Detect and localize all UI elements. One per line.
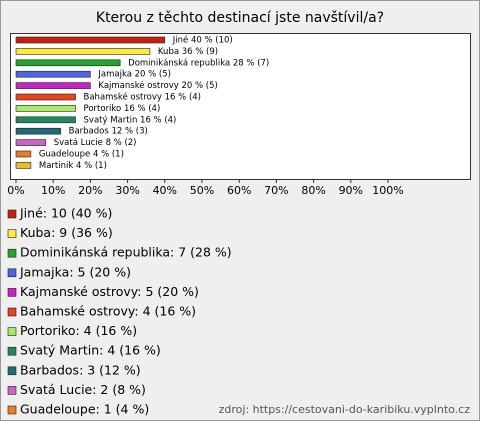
data-label: Kajmanské ostrovy 20 % (5) (98, 80, 217, 91)
data-label: Kuba 36 % (9) (158, 47, 218, 57)
legend-swatch (7, 288, 17, 297)
data-label: Bahamské ostrovy 16 % (4) (84, 92, 201, 103)
bar (15, 116, 76, 124)
x-tick-label: 30% (115, 184, 139, 197)
bar (15, 70, 91, 78)
legend-swatch (7, 386, 17, 395)
legend-label: Jamajka: 5 (20 %) (19, 264, 131, 279)
legend-swatch (7, 405, 17, 415)
legend-label: Barbados: 3 (12 %) (20, 362, 141, 377)
data-label: Svatá Lucie 8 % (2) (54, 138, 137, 148)
x-tick-label: 40% (153, 184, 177, 197)
legend-swatch (7, 346, 17, 356)
data-label: Jamajka 20 % (5) (97, 70, 171, 80)
legend-label: Kajmanské ostrovy: 5 (20 %) (20, 284, 199, 299)
legend-swatch (7, 268, 17, 278)
chart-title: Kterou z těchto destinací jste navštívil… (96, 10, 384, 26)
legend-swatch (7, 229, 17, 238)
legend-swatch (7, 327, 17, 336)
bar (15, 82, 91, 89)
legend-label: Dominikánská republika: 7 (28 %) (20, 245, 232, 260)
bar (15, 36, 166, 44)
bar (15, 59, 121, 67)
x-tick-label: 70% (264, 184, 288, 197)
data-label: Barbados 12 % (3) (69, 127, 148, 137)
bar (15, 93, 76, 101)
bar (15, 150, 32, 158)
legend-label: Guadeloupe: 1 (4 %) (20, 402, 149, 417)
legend-label: Svatá Lucie: 2 (8 %) (20, 382, 146, 397)
bar (15, 127, 61, 135)
x-tick-label: 0% (7, 184, 24, 197)
x-tick-label: 60% (227, 184, 251, 197)
x-tick-label: 20% (78, 184, 102, 197)
legend-swatch (7, 209, 17, 219)
source: zdroj: https://cestovani-do-karibiku.vyp… (219, 403, 471, 416)
data-label: Guadeloupe 4 % (1) (39, 150, 124, 160)
data-label: Martinik 4 % (1) (39, 161, 107, 171)
bar (15, 162, 32, 169)
legend-label: Kuba: 9 (36 %) (20, 225, 113, 240)
bar (15, 139, 47, 146)
legend-label: Portoriko: 4 (16 %) (20, 323, 137, 338)
legend-swatch (7, 248, 17, 258)
plot-area (10, 33, 471, 180)
x-tick-label: 50% (190, 184, 214, 197)
bar (15, 48, 151, 55)
data-label: Portoriko 16 % (4) (84, 104, 161, 114)
legend-label: Bahamské ostrovy: 4 (16 %) (20, 304, 196, 319)
bar (15, 105, 76, 112)
data-label: Dominikánská republika 28 % (7) (128, 58, 269, 68)
data-label: Jiné 40 % (10) (172, 35, 233, 46)
x-tick-label: 10% (41, 184, 65, 197)
x-tick-label: 100% (372, 184, 403, 197)
legend-swatch (7, 366, 17, 376)
x-tick-label: 90% (339, 184, 363, 197)
legend-swatch (7, 307, 17, 317)
x-tick-label: 80% (301, 184, 325, 197)
legend-label: Jiné: 10 (40 %) (19, 206, 112, 221)
data-label: Svatý Martin 16 % (4) (84, 115, 177, 125)
legend-label: Svatý Martin: 4 (16 %) (20, 343, 161, 358)
